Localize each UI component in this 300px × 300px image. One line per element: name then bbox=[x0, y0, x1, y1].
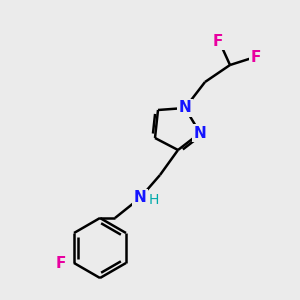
Text: H: H bbox=[149, 193, 159, 207]
Text: F: F bbox=[56, 256, 66, 271]
Text: N: N bbox=[134, 190, 146, 206]
Text: F: F bbox=[213, 34, 223, 49]
Text: N: N bbox=[194, 125, 206, 140]
Text: F: F bbox=[251, 50, 261, 65]
Text: N: N bbox=[178, 100, 191, 116]
